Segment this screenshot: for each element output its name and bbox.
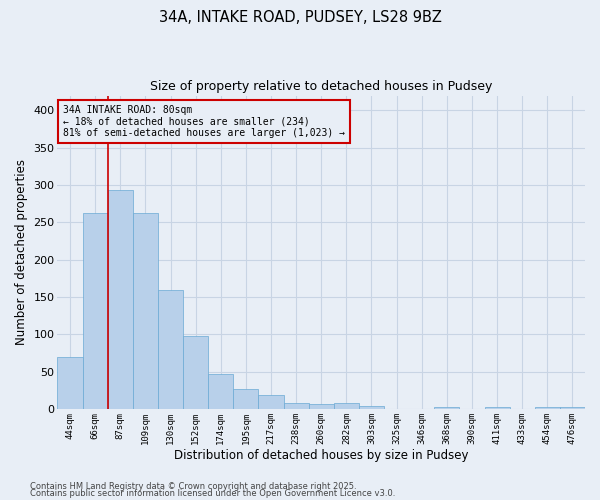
Y-axis label: Number of detached properties: Number of detached properties: [15, 159, 28, 345]
Bar: [133, 212, 158, 409]
Text: Contains public sector information licensed under the Open Government Licence v3: Contains public sector information licen…: [30, 489, 395, 498]
Bar: [284, 403, 308, 409]
Bar: [58, 356, 83, 409]
Bar: [434, 406, 460, 409]
Bar: [158, 290, 183, 409]
Bar: [485, 408, 509, 409]
Bar: [334, 403, 359, 409]
X-axis label: Distribution of detached houses by size in Pudsey: Distribution of detached houses by size …: [174, 450, 469, 462]
Text: Contains HM Land Registry data © Crown copyright and database right 2025.: Contains HM Land Registry data © Crown c…: [30, 482, 356, 491]
Bar: [359, 406, 384, 409]
Bar: [183, 336, 208, 409]
Text: 34A, INTAKE ROAD, PUDSEY, LS28 9BZ: 34A, INTAKE ROAD, PUDSEY, LS28 9BZ: [158, 10, 442, 25]
Bar: [259, 394, 284, 409]
Bar: [208, 374, 233, 409]
Bar: [233, 389, 259, 409]
Bar: [535, 408, 560, 409]
Bar: [308, 404, 334, 409]
Text: 34A INTAKE ROAD: 80sqm
← 18% of detached houses are smaller (234)
81% of semi-de: 34A INTAKE ROAD: 80sqm ← 18% of detached…: [63, 105, 345, 138]
Bar: [560, 406, 585, 409]
Bar: [83, 212, 108, 409]
Bar: [108, 190, 133, 409]
Title: Size of property relative to detached houses in Pudsey: Size of property relative to detached ho…: [150, 80, 493, 93]
